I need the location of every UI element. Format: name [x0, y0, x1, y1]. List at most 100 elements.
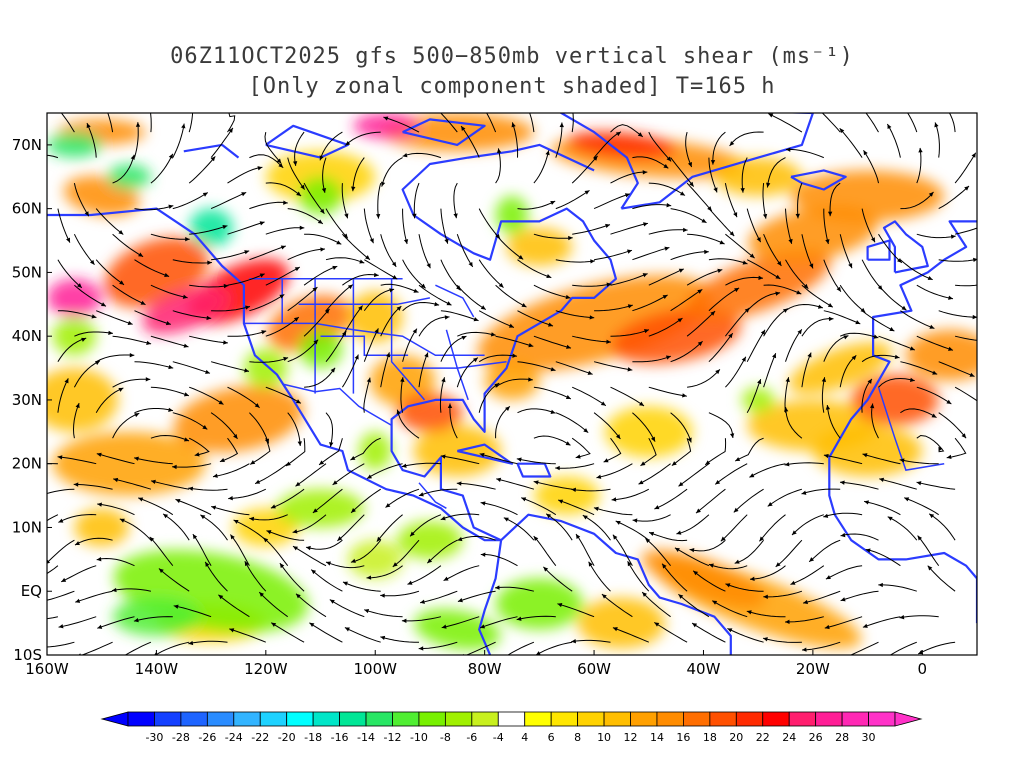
- streamline: [401, 616, 442, 622]
- streamline: [558, 499, 595, 516]
- streamline: [453, 182, 458, 219]
- streamline: [264, 132, 282, 164]
- streamline-arrow: [52, 103, 57, 108]
- streamline: [612, 627, 649, 643]
- streamline-arrow: [342, 581, 348, 586]
- streamline: [839, 127, 863, 158]
- streamline-arrow: [627, 561, 632, 567]
- streamline-arrow: [461, 125, 466, 131]
- streamline-arrow: [296, 191, 302, 196]
- streamline: [801, 488, 841, 495]
- streamline: [648, 317, 683, 337]
- streamline: [695, 488, 726, 514]
- streamline: [47, 565, 59, 575]
- shear-patch: [851, 374, 939, 426]
- streamline: [402, 259, 426, 289]
- streamline-arrow: [593, 506, 599, 511]
- streamline: [954, 152, 977, 184]
- streamline: [801, 284, 834, 308]
- streamline-arrow: [961, 433, 967, 439]
- streamline-arrow: [427, 558, 433, 564]
- streamline-arrow: [627, 249, 632, 254]
- colorbar-label: -12: [383, 731, 401, 744]
- streamline-arrow: [295, 481, 301, 487]
- streamline: [555, 122, 563, 158]
- streamline-arrow: [259, 592, 265, 597]
- streamline-arrow: [420, 599, 425, 604]
- streamline: [785, 148, 824, 159]
- streamline-arrow: [689, 547, 695, 553]
- streamline: [784, 462, 824, 466]
- streamline: [112, 284, 146, 306]
- streamline: [364, 259, 398, 280]
- streamline: [322, 157, 327, 193]
- streamline: [887, 516, 918, 541]
- streamline: [134, 310, 171, 325]
- streamline: [555, 189, 590, 210]
- streamline-arrow: [775, 291, 781, 296]
- streamline: [95, 208, 124, 235]
- streamline-arrow: [759, 536, 764, 542]
- streamline-arrow: [418, 646, 424, 651]
- map-title-line2: [Only zonal component shaded] T=165 h: [248, 74, 776, 99]
- streamline-arrow: [814, 105, 819, 110]
- streamline-arrow: [863, 150, 868, 156]
- streamline: [533, 284, 571, 299]
- streamline-arrow: [134, 413, 140, 418]
- streamline: [418, 352, 429, 388]
- streamline: [287, 248, 326, 261]
- streamline-arrow: [168, 407, 174, 412]
- streamline: [571, 155, 598, 184]
- streamline-arrow: [727, 628, 733, 633]
- streamline-arrow: [205, 561, 210, 567]
- streamline: [785, 208, 793, 244]
- streamline: [861, 208, 876, 243]
- streamline-arrow: [280, 245, 286, 250]
- streamline: [233, 519, 267, 541]
- coastline: [866, 239, 891, 261]
- streamline-arrow: [521, 303, 527, 308]
- streamline: [407, 565, 442, 585]
- streamline-arrow: [457, 598, 463, 603]
- streamline-arrow: [927, 275, 933, 280]
- streamline: [521, 497, 557, 516]
- streamline-arrow: [989, 281, 994, 285]
- lat-label: 10S: [13, 646, 42, 664]
- streamline: [704, 438, 727, 466]
- streamline: [265, 227, 305, 235]
- shear-patch: [298, 176, 343, 216]
- streamline: [96, 453, 135, 465]
- shear-patch: [353, 113, 420, 139]
- streamline: [134, 205, 174, 211]
- streamline: [670, 340, 703, 363]
- colorbar-label: 26: [809, 731, 823, 744]
- streamline-arrow: [649, 531, 655, 536]
- streamline-arrow: [249, 516, 255, 522]
- streamline: [865, 549, 901, 567]
- streamline-arrow: [575, 534, 581, 540]
- streamline-arrow: [441, 377, 446, 383]
- lat-label: EQ: [21, 582, 42, 600]
- shear-patch: [605, 406, 693, 458]
- streamline-arrow: [909, 377, 915, 382]
- streamline-arrow: [860, 307, 866, 313]
- streamline-arrow: [89, 259, 95, 265]
- streamline: [418, 284, 452, 306]
- colorbar-swatch: [524, 711, 552, 727]
- streamline-arrow: [494, 383, 500, 388]
- streamline: [572, 335, 611, 343]
- streamline-arrow: [784, 462, 790, 467]
- streamline-arrow: [643, 222, 648, 227]
- streamline: [611, 488, 650, 501]
- streamline-arrow: [150, 479, 156, 485]
- colorbar-label: -10: [410, 731, 428, 744]
- colorbar-label: 20: [729, 731, 743, 744]
- streamline-arrow: [931, 413, 937, 418]
- streamline: [916, 284, 954, 300]
- streamline: [840, 533, 879, 541]
- streamline-arrow: [687, 437, 692, 443]
- streamline-arrow: [100, 302, 106, 307]
- streamline-arrow: [821, 377, 827, 382]
- streamline: [319, 131, 343, 161]
- streamline: [863, 150, 879, 184]
